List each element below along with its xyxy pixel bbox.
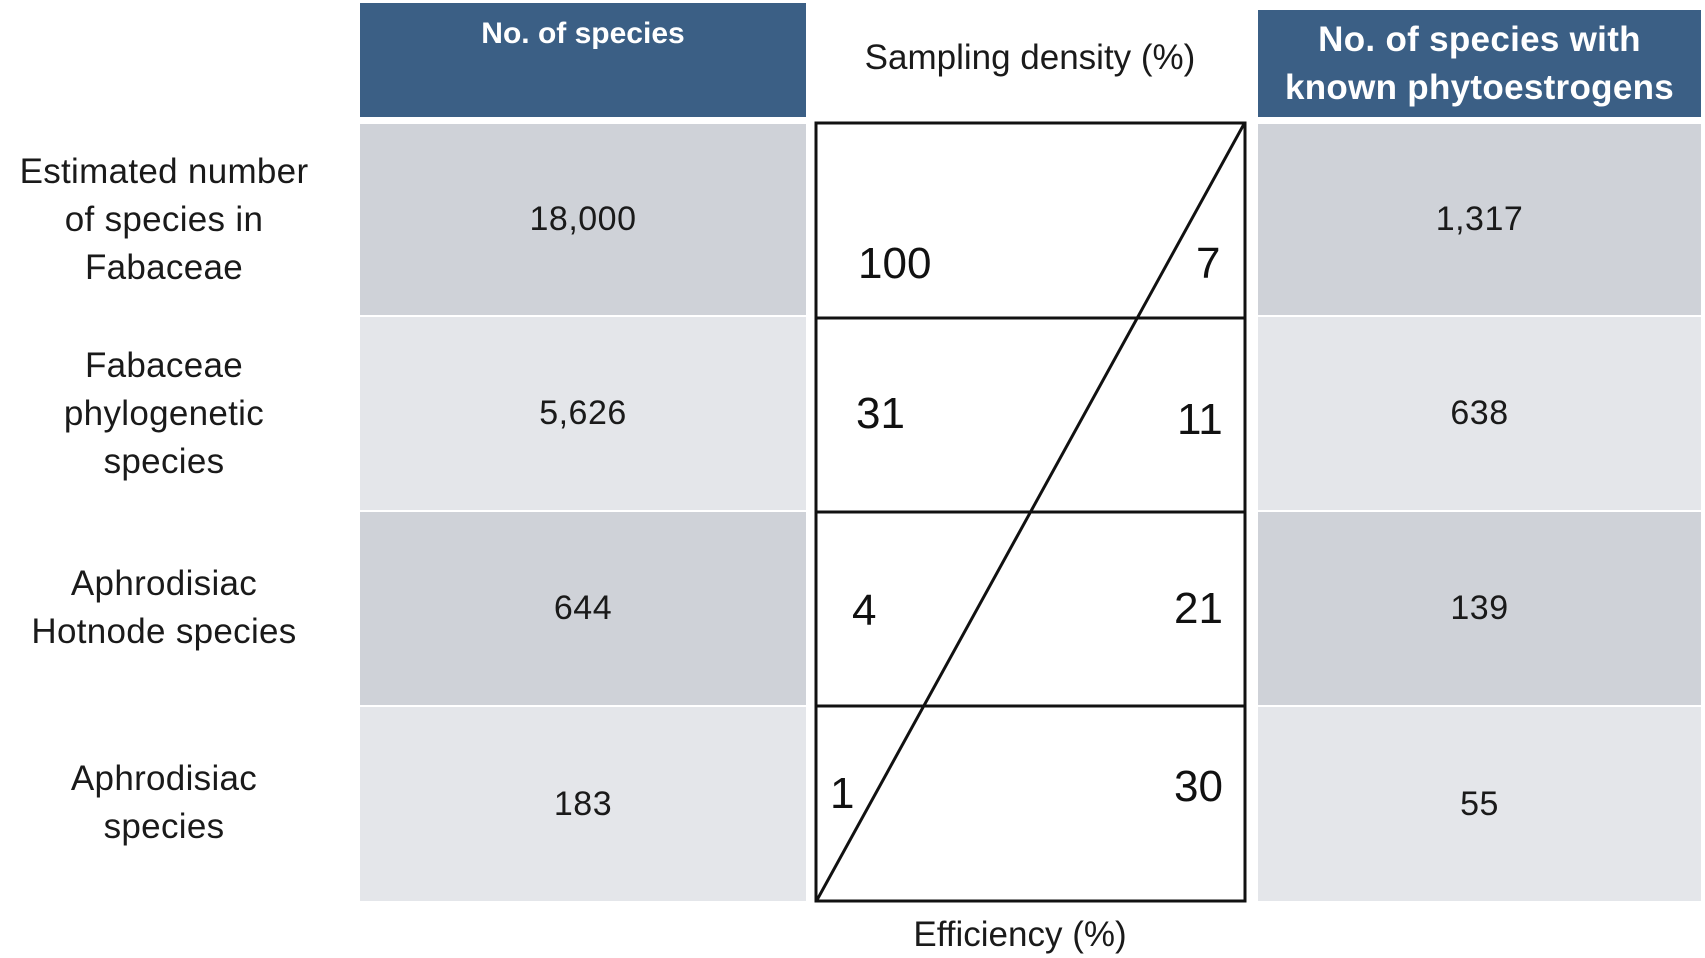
sampling-density-value: 1 — [830, 769, 855, 818]
efficiency-value: 21 — [1174, 584, 1223, 633]
row-label-line: phylogenetic — [63, 393, 265, 433]
row-label-line: of species in — [64, 200, 264, 239]
efficiency-caption-text: Efficiency (%) — [913, 915, 1127, 954]
species-value: 183 — [553, 784, 613, 823]
row-label-hotnode: Aphrodisiac Hotnode species — [0, 511, 328, 705]
row-label-line: Hotnode species — [31, 612, 297, 651]
row-label-line: species — [103, 441, 225, 481]
row-label-phylogenetic: Fabaceae phylogenetic species — [0, 316, 328, 511]
phytoestrogen-cell: 638 — [1258, 317, 1701, 510]
phytoestrogen-cell: 55 — [1258, 707, 1701, 901]
phytoestrogen-header-line1: No. of species with — [1318, 19, 1641, 59]
species-value: 644 — [553, 589, 613, 627]
species-cell: 5,626 — [360, 317, 806, 510]
efficiency-value: 11 — [1177, 395, 1223, 444]
phytoestrogen-cell: 139 — [1258, 512, 1701, 705]
efficiency-value: 30 — [1174, 762, 1223, 811]
species-cell: 183 — [360, 707, 806, 901]
sampling-density-caption-text: Sampling density (%) — [864, 38, 1196, 77]
row-label-line: Fabaceae — [84, 248, 244, 287]
species-count-header: No. of species — [360, 3, 806, 117]
phytoestrogen-header: No. of species with known phytoestrogens — [1258, 10, 1701, 117]
species-value: 18,000 — [529, 200, 637, 238]
phytoestrogen-value: 638 — [1450, 394, 1509, 432]
phytoestrogen-cell: 1,317 — [1258, 124, 1701, 315]
sampling-density-value: 4 — [852, 586, 877, 635]
row-label-estimated-fabaceae: Estimated number of species in Fabaceae — [0, 124, 328, 316]
row-label-line: species — [103, 807, 225, 846]
row-label-line: Aphrodisiac — [70, 759, 258, 798]
sampling-density-caption: Sampling density (%) — [815, 38, 1245, 78]
species-count-header-text: No. of species — [481, 17, 685, 50]
species-cell: 644 — [360, 512, 806, 705]
phytoestrogen-value: 55 — [1460, 784, 1499, 823]
species-cell: 18,000 — [360, 124, 806, 315]
phytoestrogen-header-line2: known phytoestrogens — [1284, 67, 1675, 107]
species-value: 5,626 — [539, 394, 627, 432]
efficiency-value: 7 — [1196, 239, 1221, 288]
phytoestrogen-value: 139 — [1450, 589, 1509, 627]
diagonal-divider — [815, 123, 1246, 901]
row-label-line: Fabaceae — [84, 345, 244, 385]
row-label-aphrodisiac: Aphrodisiac species — [0, 705, 328, 901]
phytoestrogen-value: 1,317 — [1435, 200, 1524, 238]
row-label-line: Estimated number — [19, 152, 309, 191]
row-label-line: Aphrodisiac — [70, 564, 258, 603]
sampling-density-value: 31 — [856, 389, 905, 438]
efficiency-caption: Efficiency (%) — [805, 915, 1235, 955]
sampling-density-value: 100 — [858, 239, 932, 288]
